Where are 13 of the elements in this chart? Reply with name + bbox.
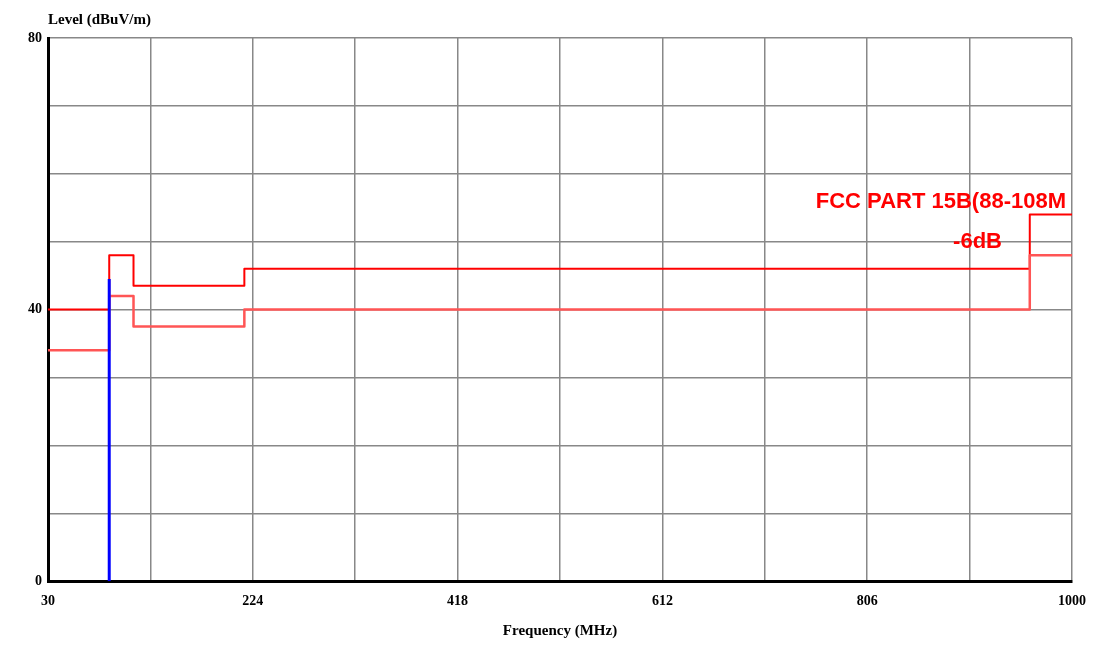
y-tick-label: 40 (28, 301, 42, 317)
x-tick-label: 224 (242, 593, 264, 609)
y-tick-label: 80 (28, 29, 42, 45)
x-tick-label: 612 (651, 593, 673, 609)
y-axis-title: Level (dBuV/m) (48, 11, 151, 29)
x-tick-label: 30 (41, 593, 55, 609)
y-tick-label: 0 (35, 572, 42, 588)
annotation: -6dB (953, 228, 1002, 253)
x-axis-title: Frequency (MHz) (502, 621, 618, 639)
annotation: FCC PART 15B(88-108M (815, 188, 1066, 213)
x-tick-label: 806 (856, 593, 878, 609)
x-tick-label: 1000 (1058, 593, 1086, 609)
x-tick-label: 418 (447, 593, 469, 609)
